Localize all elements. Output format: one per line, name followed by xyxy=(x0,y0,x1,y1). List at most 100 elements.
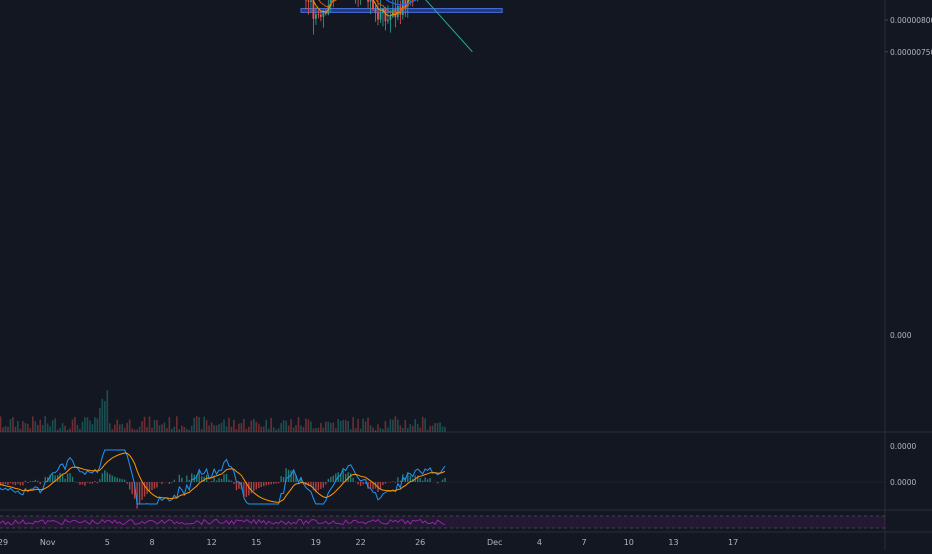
volume-bar xyxy=(2,427,4,432)
price-tick-label: 0.00000800 xyxy=(890,16,932,25)
volume-bar xyxy=(47,423,49,432)
time-tick-label: Dec xyxy=(487,538,502,547)
volume-bar xyxy=(161,425,163,432)
volume-bar xyxy=(37,425,39,432)
volume-bar xyxy=(228,418,230,432)
macd-histogram-bar xyxy=(325,482,326,484)
macd-histogram-bar xyxy=(112,476,113,482)
volume-bar xyxy=(424,418,426,432)
macd-histogram-bar xyxy=(5,482,6,484)
volume-bar xyxy=(59,428,61,432)
volume-bar xyxy=(64,426,66,432)
volume-bar xyxy=(320,423,322,432)
volume-bar xyxy=(193,418,195,432)
volume-bar xyxy=(92,424,94,432)
volume-bar xyxy=(226,426,228,432)
volume-bar xyxy=(154,420,156,432)
volume-bar xyxy=(30,428,32,432)
macd-histogram-bar xyxy=(174,480,175,482)
volume-bar xyxy=(375,430,377,432)
volume-bar xyxy=(134,430,136,432)
volume-bar xyxy=(62,423,64,432)
macd-histogram-bar xyxy=(67,474,68,482)
candle-body xyxy=(308,1,310,2)
macd-histogram-bar xyxy=(400,481,401,482)
macd-histogram-bar xyxy=(320,482,321,489)
volume-bar xyxy=(263,427,265,432)
volume-bar xyxy=(69,428,71,432)
volume-bar xyxy=(300,426,302,432)
volume-bar xyxy=(444,427,446,432)
candle-body xyxy=(315,14,317,19)
macd-histogram-bar xyxy=(268,482,269,485)
volume-bar xyxy=(335,428,337,432)
macd-histogram-bar xyxy=(79,482,80,485)
volume-bar xyxy=(139,427,141,432)
rsi-pane xyxy=(0,516,885,528)
macd-histogram-bar xyxy=(69,473,70,482)
volume-bar xyxy=(236,429,238,432)
macd-histogram-bar xyxy=(228,480,229,482)
volume-bar xyxy=(169,417,171,432)
candle-body xyxy=(310,0,312,2)
macd-histogram-bar xyxy=(278,482,279,483)
volume-bar xyxy=(72,419,74,432)
macd-histogram-bar xyxy=(352,478,353,482)
macd-histogram-bar xyxy=(12,482,13,484)
candle-body xyxy=(320,15,322,17)
volume-bar xyxy=(223,420,225,432)
macd-histogram-bar xyxy=(124,480,125,482)
volume-bar xyxy=(409,424,411,432)
volume-bar xyxy=(253,419,255,432)
volume-bar xyxy=(427,430,429,432)
macd-histogram-bar xyxy=(136,482,137,509)
macd-histogram-bar xyxy=(422,481,423,482)
candle-body xyxy=(380,13,382,19)
volume-bar xyxy=(318,428,320,432)
volume-bar xyxy=(340,421,342,432)
volume-bar xyxy=(39,420,41,432)
volume-bar xyxy=(49,426,51,432)
macd-histogram-bar xyxy=(362,482,363,484)
macd-histogram-bar xyxy=(253,482,254,491)
macd-histogram-bar xyxy=(84,482,85,486)
macd-histogram-bar xyxy=(10,482,11,483)
macd-histogram-bar xyxy=(424,478,425,482)
volume-bar xyxy=(124,428,126,432)
volume-bar xyxy=(82,422,84,432)
volume-bar xyxy=(121,424,123,432)
volume-bar xyxy=(79,429,81,432)
volume-bar xyxy=(246,429,248,432)
time-tick-label: 29 xyxy=(0,538,8,547)
volume-bar xyxy=(372,427,374,432)
volume-bar xyxy=(201,429,203,432)
volume-bar xyxy=(382,429,384,432)
macd-histogram-bar xyxy=(211,481,212,482)
macd-histogram-bar xyxy=(330,477,331,482)
volume-bar xyxy=(119,424,121,432)
volume-bar xyxy=(437,423,439,432)
volume-bar xyxy=(74,417,76,432)
macd-histogram-bar xyxy=(395,482,396,483)
macd-histogram-bar xyxy=(22,482,23,485)
volume-bar xyxy=(355,428,357,432)
macd-histogram-bar xyxy=(429,478,430,482)
volume-bar xyxy=(328,422,330,432)
macd-histogram-bar xyxy=(271,482,272,484)
volume-bar xyxy=(308,419,310,432)
macd-histogram-bar xyxy=(27,482,28,483)
volume-bar xyxy=(104,401,106,432)
volume-bar xyxy=(258,424,260,432)
volume-bar xyxy=(251,420,253,432)
volume-bar xyxy=(275,430,277,432)
volume-bar xyxy=(181,426,183,432)
volume-bar xyxy=(342,420,344,432)
volume-bar xyxy=(126,423,128,432)
volume-bar xyxy=(159,425,161,432)
candle-body xyxy=(367,0,369,2)
volume-bar xyxy=(57,430,59,432)
macd-histogram-bar xyxy=(40,482,41,484)
macd-histogram-bar xyxy=(323,482,324,488)
